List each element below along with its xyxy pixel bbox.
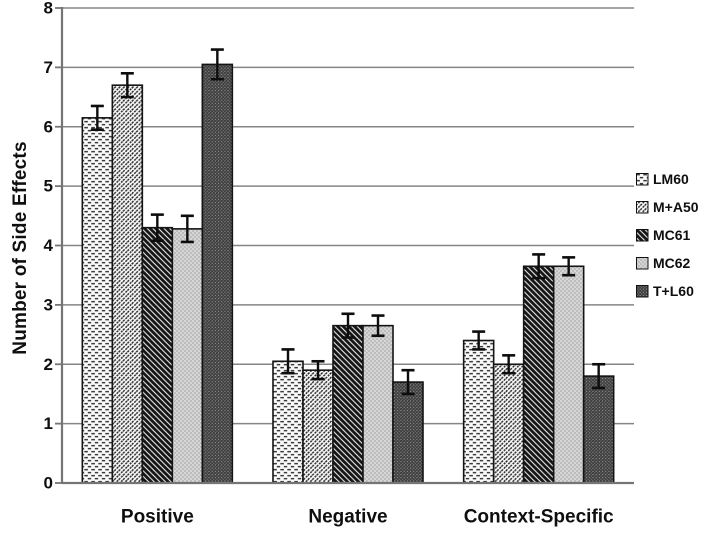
- error-bar-LM60-Positive: [90, 104, 104, 132]
- legend-label: T+L60: [653, 283, 694, 299]
- error-bar-LM60-Context-Specific: [472, 330, 486, 351]
- legend-swatch-dashed-brick-icon: [636, 172, 649, 185]
- bar-MC61-Negative: [332, 324, 364, 484]
- bar-LM60-Positive: [81, 117, 114, 484]
- y-tick-label: 2: [44, 355, 53, 374]
- legend-label: MC62: [653, 255, 691, 271]
- bar-M+A50-Negative: [302, 369, 334, 484]
- error-bar-M+A50-Context-Specific: [502, 354, 516, 375]
- y-tick-label: 0: [44, 474, 53, 493]
- legend-label: MC61: [653, 227, 691, 243]
- legend-label: M+A50: [653, 199, 699, 215]
- y-tick-label: 8: [44, 0, 53, 18]
- category-label-Positive: Positive: [121, 507, 194, 528]
- bar-T+L60-Positive: [201, 63, 234, 484]
- legend-item-MC62: MC62: [636, 252, 699, 274]
- bar-LM60-Context-Specific: [462, 339, 495, 484]
- bar-MC62-Positive: [171, 228, 204, 484]
- bar-LM60-Negative: [272, 360, 304, 484]
- error-bar-T+L60-Negative: [401, 368, 415, 396]
- legend-swatch-fine-diagonal-icon: [636, 200, 649, 213]
- y-tick-label: 3: [44, 295, 53, 314]
- legend-swatch-dark-dot-icon: [636, 284, 649, 297]
- legend-swatch-bold-diagonal-icon: [636, 228, 649, 241]
- y-tick-label: 4: [44, 236, 54, 255]
- error-bar-M+A50-Positive: [120, 72, 134, 99]
- legend-item-T+L60: T+L60: [636, 280, 699, 302]
- y-tick-label: 6: [44, 117, 53, 136]
- error-bar-T+L60-Positive: [210, 48, 224, 81]
- legend-item-LM60: LM60: [636, 168, 699, 190]
- y-tick-label: 1: [44, 414, 53, 433]
- error-bar-M+A50-Negative: [311, 359, 325, 381]
- category-label-Negative: Negative: [308, 507, 387, 528]
- category-label-Context-Specific: Context-Specific: [464, 507, 614, 528]
- legend-swatch-light-gray-check-icon: [636, 256, 649, 269]
- legend-label: LM60: [653, 171, 689, 187]
- bar-MC62-Negative: [362, 324, 394, 484]
- error-bar-LM60-Negative: [281, 348, 295, 375]
- error-bar-MC61-Context-Specific: [532, 253, 546, 280]
- legend-item-MC61: MC61: [636, 224, 699, 246]
- bar-T+L60-Context-Specific: [582, 375, 615, 484]
- bar-M+A50-Positive: [111, 84, 144, 484]
- error-bar-MC62-Context-Specific: [562, 256, 576, 277]
- error-bar-MC61-Positive: [150, 213, 164, 243]
- bar-MC61-Context-Specific: [522, 265, 555, 484]
- error-bar-MC62-Positive: [180, 214, 194, 244]
- y-tick-label: 5: [44, 177, 53, 196]
- bar-MC62-Context-Specific: [552, 265, 585, 484]
- bar-M+A50-Context-Specific: [492, 363, 525, 484]
- error-bar-T+L60-Context-Specific: [592, 362, 606, 390]
- legend-item-M+A50: M+A50: [636, 196, 699, 218]
- error-bar-MC62-Negative: [371, 314, 385, 338]
- error-bar-MC61-Negative: [341, 312, 355, 339]
- y-tick-label: 7: [44, 58, 53, 77]
- legend: LM60 M+A50 MC61 MC62 T+L60: [636, 168, 699, 302]
- bar-T+L60-Negative: [392, 381, 424, 484]
- bar-MC61-Positive: [141, 226, 174, 484]
